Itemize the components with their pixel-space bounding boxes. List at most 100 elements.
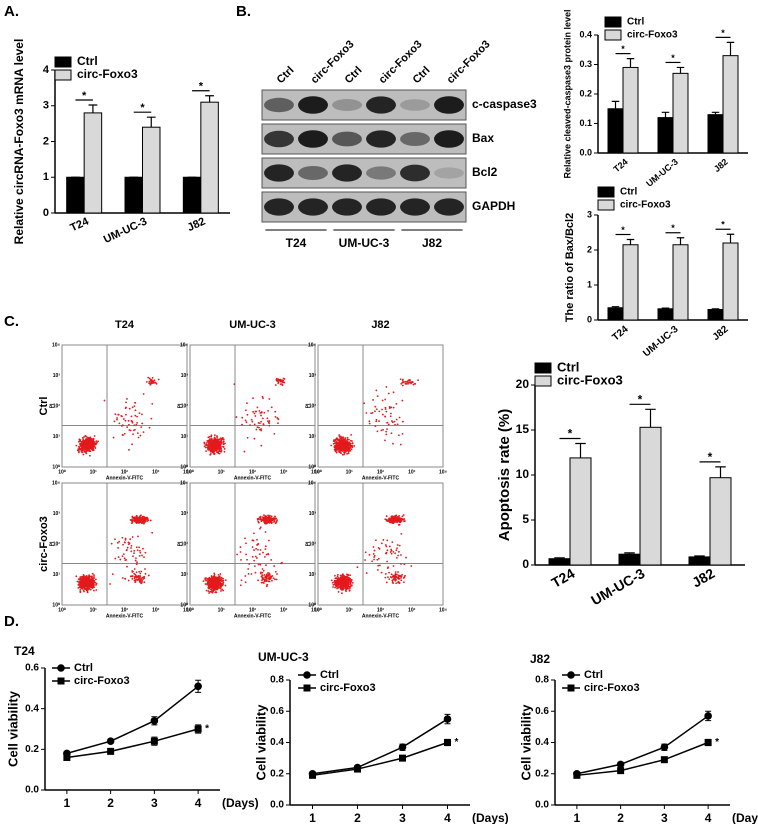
x-tick-label: T24 (548, 565, 577, 591)
cell-dot (110, 542, 113, 545)
x-tick-label: 2 (107, 796, 114, 810)
cell-dot (126, 426, 129, 429)
cell-dot (338, 435, 341, 438)
legend-label: Ctrl (620, 187, 637, 198)
flow-y-label: PI (305, 541, 311, 546)
marker (150, 717, 159, 725)
blot-band (366, 198, 396, 216)
cell-dot (85, 444, 88, 447)
error-bar (611, 306, 620, 308)
cell-dot (380, 542, 383, 545)
cell-dot (128, 407, 131, 410)
cell-dot (396, 423, 399, 426)
cell-dot (381, 413, 384, 416)
cell-dot (222, 438, 225, 441)
cell-dot (337, 573, 339, 576)
cell-dot (408, 379, 411, 381)
cell-dot (400, 532, 403, 535)
cell-dot (333, 442, 336, 445)
legend-label: circ-Foxo3 (557, 372, 623, 387)
cell-dot (387, 423, 390, 426)
cell-dot (347, 583, 349, 585)
cell-dot (351, 445, 354, 447)
flow-tick-label: 10² (377, 469, 385, 475)
cell-dot (211, 579, 214, 582)
cell-dot (93, 576, 95, 578)
blot-band (366, 130, 396, 148)
cell-dot (350, 584, 353, 587)
marker (107, 747, 115, 755)
cell-dot (394, 552, 397, 555)
cell-dot (245, 553, 247, 556)
cell-dot (333, 579, 336, 582)
cell-dot (222, 579, 225, 582)
cell-dot (267, 580, 270, 583)
cell-dot (253, 412, 256, 415)
flow-tick-label: 10⁴ (52, 342, 61, 348)
cell-dot (335, 577, 338, 579)
cell-dot (142, 578, 145, 580)
cell-dot (223, 450, 226, 453)
cell-dot (260, 581, 263, 584)
cell-dot (330, 579, 333, 582)
cell-dot (346, 444, 349, 447)
cell-dot (344, 438, 347, 441)
blot-band (434, 167, 464, 179)
cell-dot (91, 580, 93, 583)
flow-plot: 10⁰10⁰10¹10¹10²10²10³10³10⁴10⁴Annexin-V-… (177, 480, 319, 619)
cell-dot (335, 451, 338, 454)
cell-dot (207, 585, 210, 587)
cell-dot (401, 573, 404, 576)
cell-dot (103, 399, 106, 402)
error-bar (711, 308, 720, 310)
cell-dot (344, 589, 347, 591)
cell-dot (137, 578, 140, 581)
x-tick-label: 2 (354, 811, 361, 824)
blot-band (298, 130, 328, 148)
cell-dot (142, 521, 145, 524)
cell-dot (377, 564, 380, 567)
y-tick-label: 0.0 (535, 800, 549, 811)
cell-dot (347, 450, 350, 453)
cell-dot (241, 416, 244, 419)
cell-dot (279, 380, 282, 383)
cell-dot (89, 588, 92, 591)
cell-dot (222, 446, 225, 448)
y-tick-label: 10 (516, 467, 530, 481)
cell-dot (213, 446, 216, 449)
cell-dot (207, 587, 210, 589)
cell-dot (398, 577, 401, 580)
cell-dot (373, 554, 376, 557)
bar (707, 114, 724, 154)
cell-dot (79, 589, 82, 591)
cell-dot (217, 573, 220, 576)
flow-tick-label: 10³ (152, 469, 160, 475)
blot-band (434, 130, 464, 148)
cell-dot (356, 566, 359, 569)
cell-dot (213, 572, 216, 575)
cell-dot (412, 383, 415, 386)
cell-dot (390, 406, 393, 409)
x-axis-label: (Days) (222, 796, 259, 810)
blot-band (366, 166, 396, 180)
cell-dot (138, 516, 141, 518)
bar (618, 553, 641, 566)
cell-dot (260, 571, 262, 574)
legend-label: circ-Foxo3 (77, 67, 138, 81)
cell-dot (90, 582, 93, 585)
cell-dot (143, 516, 146, 519)
marker (444, 739, 451, 746)
cell-dot (92, 447, 94, 450)
blot-band (264, 130, 294, 148)
cell-dot (399, 575, 402, 578)
cell-dot (333, 439, 335, 441)
flow-x-label: Annexin-V-FITC (362, 613, 400, 619)
bar (200, 101, 219, 214)
cell-dot (417, 379, 419, 382)
cell-dot (133, 572, 136, 575)
bar (569, 457, 592, 566)
cell-dot (125, 401, 127, 404)
cell-dot (141, 522, 143, 525)
cell-dot (279, 383, 282, 386)
x-tick-label: 3 (151, 796, 158, 810)
